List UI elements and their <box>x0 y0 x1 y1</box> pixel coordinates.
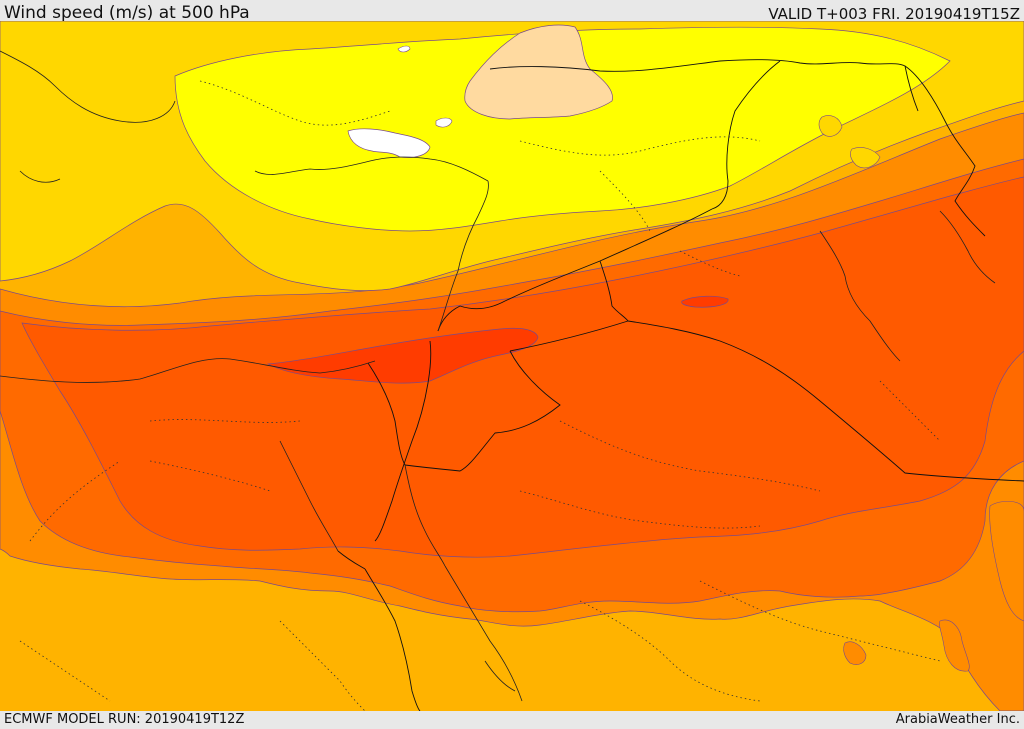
valid-time: VALID T+003 FRI. 20190419T15Z <box>768 5 1020 23</box>
band-peach <box>464 24 613 120</box>
jet-core <box>266 327 539 384</box>
map-title: Wind speed (m/s) at 500 hPa <box>4 3 250 23</box>
map-header: Wind speed (m/s) at 500 hPa VALID T+003 … <box>0 0 1024 23</box>
jet-core-small <box>681 295 729 308</box>
credit-label: ArabiaWeather Inc. <box>895 712 1020 727</box>
coastlines <box>0 50 996 702</box>
wind-speed-map <box>0 21 1024 711</box>
province-lines <box>19 80 941 711</box>
band-red-orange <box>21 176 1024 558</box>
band-white <box>347 128 431 158</box>
country-borders <box>337 59 1024 711</box>
map-footer: ECMWF MODEL RUN: 20190419T12Z ArabiaWeat… <box>0 711 1024 729</box>
model-run-label: ECMWF MODEL RUN: 20190419T12Z <box>4 712 245 727</box>
